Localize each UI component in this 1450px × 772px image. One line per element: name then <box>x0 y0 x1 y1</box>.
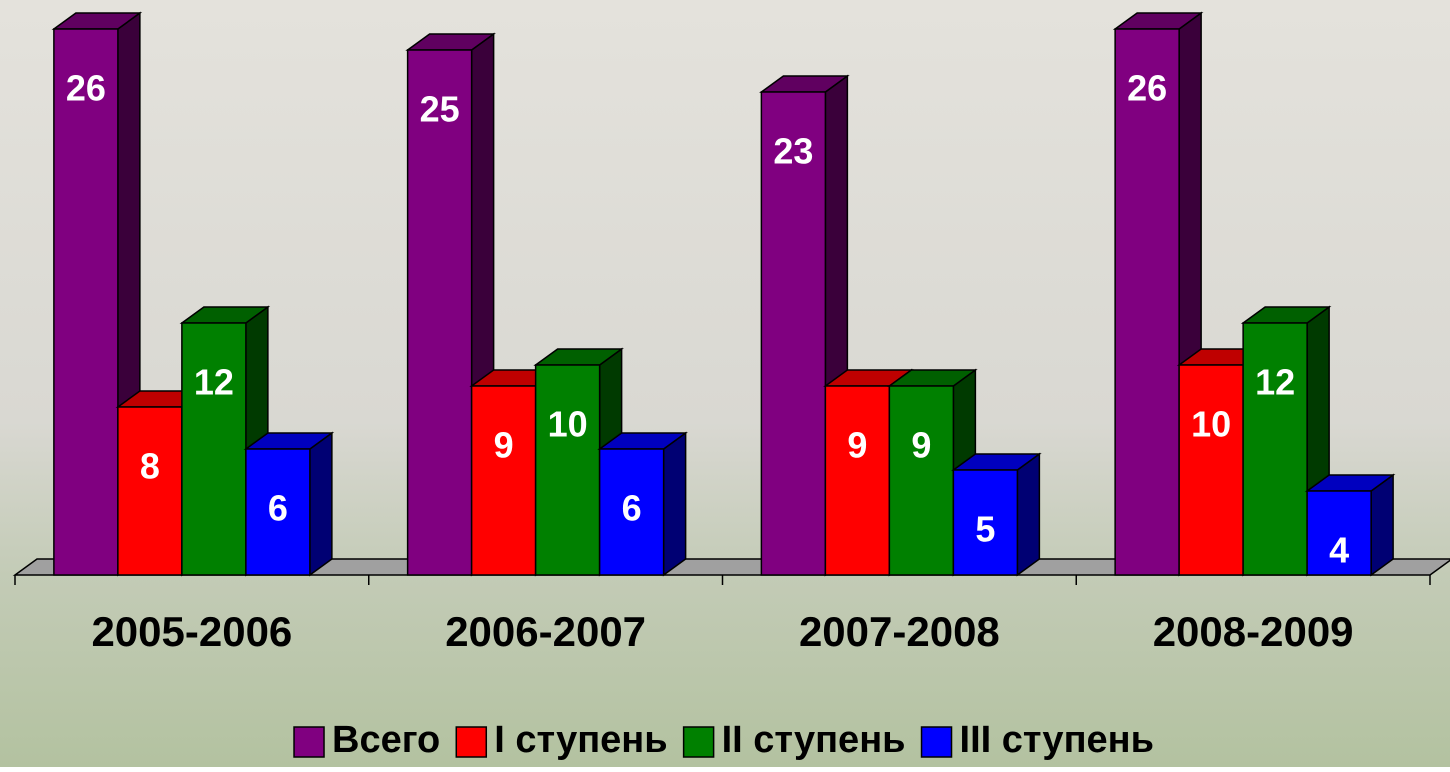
bar-top-shade <box>53 13 140 29</box>
bar-front <box>470 385 537 576</box>
x-tick-label: 2005-2006 <box>91 608 292 655</box>
bar-front <box>1178 364 1244 576</box>
data-label: 9 <box>494 425 514 466</box>
data-label: 12 <box>194 362 234 403</box>
data-label: 10 <box>1191 404 1231 445</box>
data-label: 23 <box>773 131 813 172</box>
legend-label: III ступень <box>960 719 1154 761</box>
data-label: 8 <box>140 446 160 487</box>
bar-top-shade <box>407 34 494 50</box>
data-label: 4 <box>1329 530 1349 571</box>
x-tick-label: 2006-2007 <box>445 608 646 655</box>
bar <box>597 431 688 577</box>
x-tick-label: 2008-2009 <box>1153 608 1354 655</box>
bar-front <box>1242 322 1308 576</box>
data-label: 9 <box>911 425 931 466</box>
data-label: 10 <box>548 404 588 445</box>
data-label: 26 <box>1127 68 1167 109</box>
bar-front <box>760 91 827 576</box>
bar-front <box>952 469 1019 576</box>
bar-top-shade <box>825 370 912 386</box>
bar-front <box>245 448 311 576</box>
x-tick-label: 2007-2008 <box>799 608 1000 655</box>
bar-front <box>181 322 247 576</box>
bar-top-shade <box>953 454 1040 470</box>
bar-front <box>888 385 955 576</box>
bar-side-shade <box>1371 475 1394 575</box>
bar <box>951 452 1042 577</box>
bar-front <box>1306 490 1372 576</box>
data-label: 5 <box>975 509 995 550</box>
bar <box>243 431 335 577</box>
data-label: 6 <box>622 488 642 529</box>
bar-front <box>1114 28 1180 576</box>
legend-swatch <box>293 726 325 758</box>
legend: Всего I ступень II ступень III ступень <box>293 719 1154 761</box>
legend-swatch <box>920 726 953 758</box>
legend-swatch <box>682 726 715 758</box>
bar-top-shade <box>1243 307 1330 323</box>
legend-swatch <box>455 726 488 758</box>
data-label: 12 <box>1255 362 1295 403</box>
legend-label: Всего <box>332 719 440 761</box>
bar <box>1240 305 1332 577</box>
bar-top-shade <box>1307 475 1394 491</box>
bar-side-shade <box>1017 454 1040 575</box>
bar-top-shade <box>599 433 686 449</box>
bar-front <box>53 28 119 576</box>
data-label: 6 <box>268 488 288 529</box>
bar-side-shade <box>663 433 686 575</box>
bar <box>1304 473 1396 577</box>
bar-top-shade <box>761 76 848 92</box>
bar-front <box>406 49 473 576</box>
data-label: 26 <box>66 68 106 109</box>
bar-front <box>117 406 183 576</box>
bar-side-shade <box>309 433 332 575</box>
bar-top-shade <box>1115 13 1202 29</box>
bar-top-shade <box>889 370 976 386</box>
data-label: 9 <box>847 425 867 466</box>
bar-top-shade <box>181 307 268 323</box>
bar-front <box>598 448 665 576</box>
legend-label: II ступень <box>722 719 906 761</box>
bar-top-shade <box>535 349 622 365</box>
bar-front <box>534 364 601 576</box>
data-label: 25 <box>420 89 460 130</box>
legend-label: I ступень <box>494 719 667 761</box>
bar-top-shade <box>245 433 332 449</box>
bar-front <box>824 385 891 576</box>
